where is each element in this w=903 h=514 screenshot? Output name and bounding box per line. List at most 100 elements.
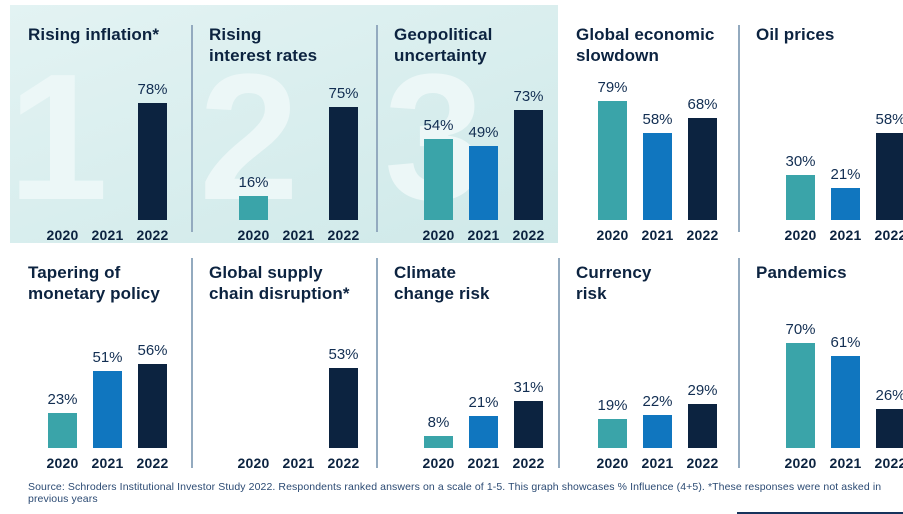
- year-label: 2020: [237, 227, 270, 243]
- year-label: 2021: [829, 455, 862, 471]
- bar-2022: [514, 401, 543, 448]
- year-label: 2021: [641, 455, 674, 471]
- bar-group-2021: 2021: [89, 220, 126, 244]
- chart-panel-rising-inflation: 1 Rising inflation* 2020 2021 78% 2022: [0, 0, 191, 248]
- bar-group-2020: 79% 2020: [594, 79, 631, 244]
- chart-title: Oil prices: [756, 25, 835, 44]
- chart-grid: 1 Rising inflation* 2020 2021 78% 2022 2 Ri…: [0, 0, 903, 482]
- chart-panel-oil-prices: Oil prices 30% 2020 21% 2021 58% 2022: [738, 0, 903, 248]
- bar-chart: 2020 2021 78% 2022: [44, 81, 171, 244]
- bar-chart: 70% 2020 61% 2021 26% 2022: [782, 321, 903, 472]
- bar-2020: [598, 101, 627, 220]
- bar-2021: [93, 371, 122, 448]
- chart-panel-pandemics: Pandemics 70% 2020 61% 2021 26% 2022: [738, 248, 903, 482]
- chart-panel-currency-risk: Currency risk 19% 2020 22% 2021 29% 2022: [558, 248, 738, 482]
- chart-panel-tapering-monetary-policy: Tapering of monetary policy 23% 2020 51% 20…: [0, 248, 191, 482]
- bar-2020: [598, 419, 627, 448]
- bar-chart: 8% 2020 21% 2021 31% 2022: [420, 379, 547, 472]
- year-label: 2022: [686, 227, 719, 243]
- bar-group-2021: 22% 2021: [639, 393, 676, 472]
- chart-title: Pandemics: [756, 263, 847, 282]
- value-label: 56%: [137, 342, 168, 359]
- bar-group-2021: 21% 2021: [827, 166, 864, 244]
- bar-2022: [876, 133, 903, 220]
- top3-highlight-band: [10, 5, 558, 243]
- bar-2022: [138, 364, 167, 448]
- bar-group-2022: 73% 2022: [510, 88, 547, 244]
- chart-title: Rising inflation*: [28, 25, 160, 44]
- year-label: 2020: [237, 455, 270, 471]
- year-label: 2022: [136, 227, 169, 243]
- bar-group-2020: 16% 2020: [235, 174, 272, 244]
- chart-panel-supply-chain-disruption: Global supply chain disruption* 2020 2021…: [191, 248, 376, 482]
- bar-group-2022: 78% 2022: [134, 81, 171, 244]
- bar-2021: [831, 356, 860, 448]
- bar-group-2021: 58% 2021: [639, 111, 676, 244]
- bar-group-2022: 58% 2022: [872, 111, 903, 244]
- year-label: 2022: [327, 455, 360, 471]
- bar-2020: [786, 343, 815, 448]
- value-label: 75%: [328, 85, 359, 102]
- year-label: 2022: [512, 455, 545, 471]
- bar-2021: [469, 146, 498, 220]
- bar-2020: [786, 175, 815, 220]
- chart-title: Geopolitical uncertainty: [394, 25, 493, 66]
- value-label: 26%: [875, 387, 903, 404]
- bar-2022: [138, 103, 167, 220]
- bar-group-2020: 54% 2020: [420, 117, 457, 244]
- value-label: 79%: [597, 79, 628, 96]
- chart-title: Tapering of monetary policy: [28, 263, 160, 304]
- value-label: 78%: [137, 81, 168, 98]
- bar-chart: 19% 2020 22% 2021 29% 2022: [594, 382, 721, 472]
- value-label: 58%: [642, 111, 673, 128]
- chart-title: Climate change risk: [394, 263, 490, 304]
- bar-group-2020: 2020: [235, 448, 272, 472]
- bar-group-2021: 49% 2021: [465, 124, 502, 244]
- year-label: 2021: [641, 227, 674, 243]
- bar-2022: [329, 368, 358, 448]
- year-label: 2021: [467, 227, 500, 243]
- bar-2020: [424, 436, 453, 448]
- bar-group-2020: 19% 2020: [594, 397, 631, 472]
- source-footnote: Source: Schroders Institutional Investor…: [28, 481, 882, 505]
- value-label: 23%: [47, 391, 78, 408]
- year-label: 2022: [686, 455, 719, 471]
- chart-panel-rising-interest-rates: 2 Rising interest rates 16% 2020 2021 75% 20…: [191, 0, 376, 248]
- year-label: 2020: [46, 455, 79, 471]
- chart-title: Rising interest rates: [209, 25, 318, 66]
- bar-group-2022: 29% 2022: [684, 382, 721, 472]
- bar-group-2021: 2021: [280, 220, 317, 244]
- chart-panel-global-economic-slowdown: Global economic slowdown 79% 2020 58% 2021 6…: [558, 0, 738, 248]
- bar-chart: 2020 2021 53% 2022: [235, 346, 362, 472]
- bar-group-2022: 75% 2022: [325, 85, 362, 244]
- bar-chart: 79% 2020 58% 2021 68% 2022: [594, 79, 721, 244]
- year-label: 2021: [829, 227, 862, 243]
- bar-group-2020: 23% 2020: [44, 391, 81, 472]
- value-label: 54%: [423, 117, 454, 134]
- chart-title: Global economic slowdown: [576, 25, 715, 66]
- year-label: 2022: [512, 227, 545, 243]
- bar-group-2020: 30% 2020: [782, 153, 819, 244]
- bar-2021: [469, 416, 498, 448]
- value-label: 22%: [642, 393, 673, 410]
- bar-2022: [688, 118, 717, 220]
- bar-group-2020: 70% 2020: [782, 321, 819, 472]
- bar-2022: [688, 404, 717, 448]
- year-label: 2022: [136, 455, 169, 471]
- bar-2021: [831, 188, 860, 220]
- year-label: 2021: [467, 455, 500, 471]
- bar-group-2022: 26% 2022: [872, 387, 903, 472]
- bar-2022: [329, 107, 358, 220]
- year-label: 2022: [327, 227, 360, 243]
- bar-chart: 30% 2020 21% 2021 58% 2022: [782, 111, 903, 244]
- bar-group-2022: 68% 2022: [684, 96, 721, 244]
- bar-group-2022: 56% 2022: [134, 342, 171, 472]
- value-label: 19%: [597, 397, 628, 414]
- bar-2021: [643, 133, 672, 220]
- value-label: 16%: [238, 174, 269, 191]
- year-label: 2020: [596, 455, 629, 471]
- bar-chart: 23% 2020 51% 2021 56% 2022: [44, 342, 171, 472]
- value-label: 73%: [513, 88, 544, 105]
- chart-title: Global supply chain disruption*: [209, 263, 350, 304]
- value-label: 21%: [830, 166, 861, 183]
